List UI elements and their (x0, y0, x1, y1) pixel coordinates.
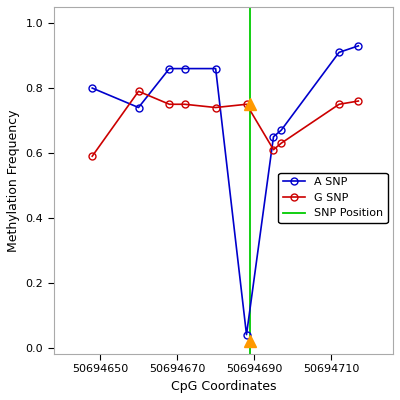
X-axis label: CpG Coordinates: CpG Coordinates (171, 380, 276, 393)
Legend: A SNP, G SNP, SNP Position: A SNP, G SNP, SNP Position (278, 173, 388, 223)
Y-axis label: Methylation Frequency: Methylation Frequency (7, 109, 20, 252)
